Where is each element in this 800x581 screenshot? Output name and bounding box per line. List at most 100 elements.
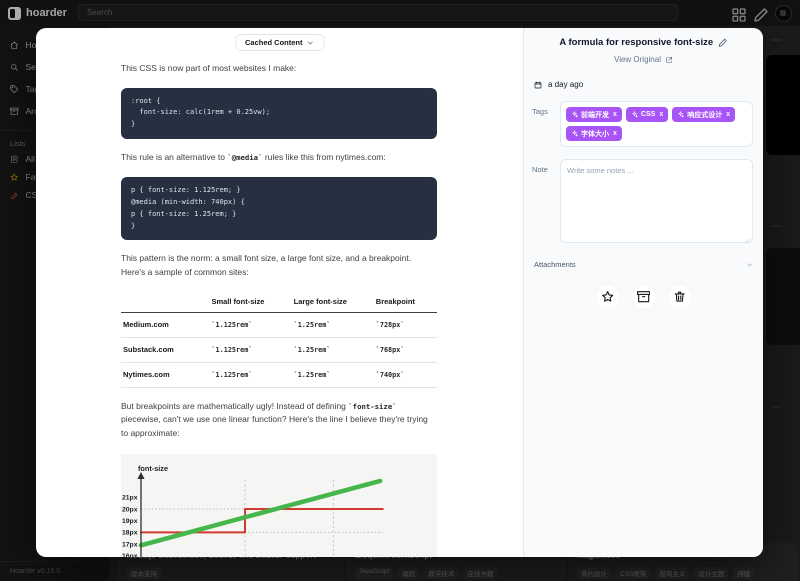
star-icon [10, 173, 19, 182]
bookmark-title: A formula for responsive font-size [559, 37, 714, 48]
card-tag[interactable]: CSS框架 [616, 567, 651, 579]
topbar-actions [731, 0, 792, 26]
app-logo[interactable]: hoarder [8, 0, 67, 26]
font-size-value: `1.25rem` [291, 337, 374, 363]
inline-code: `@media` [227, 153, 263, 163]
star-button[interactable] [595, 285, 620, 309]
inline-code: `font-size` [348, 401, 397, 411]
tag-label: 字体大小 [581, 130, 609, 138]
card-tag[interactable]: 版本支持 [127, 567, 161, 579]
bookmark-preview-modal: Cached Content This CSS is now part of m… [36, 28, 763, 557]
table-row: Nytimes.com `1.125rem` `1.25rem` `740px` [121, 362, 437, 388]
card-tag[interactable]: 简约设计 [577, 567, 611, 579]
background-card-strip: ⋯ ⋯ ⋯ [762, 26, 800, 581]
view-original-label: View Original [614, 55, 661, 64]
card-tag[interactable]: 在线书籍 [463, 567, 498, 579]
tag-pill[interactable]: 前端开发 x [566, 107, 622, 122]
card-tag[interactable]: 排版 [733, 567, 755, 579]
tag-remove-button[interactable]: x [659, 111, 664, 118]
sparkles-icon [571, 111, 578, 118]
column-header: Small font-size [209, 291, 292, 313]
card-tag[interactable]: 极简主义 [655, 567, 690, 579]
column-header: Large font-size [291, 291, 374, 313]
hoarder-logo-icon [8, 6, 21, 20]
sparkles-icon [677, 111, 685, 118]
card-menu-icon[interactable]: ⋯ [771, 402, 781, 413]
site-name: Medium.com [121, 312, 210, 338]
sidebar-item-css[interactable]: CSS [0, 186, 109, 204]
svg-text:font-size: font-size [138, 464, 168, 473]
svg-text:21px: 21px [122, 495, 138, 502]
card-tag[interactable]: 设计主题 [694, 567, 729, 579]
font-size-value: `740px` [373, 362, 437, 388]
note-input[interactable] [560, 159, 753, 243]
site-name: Substack.com [121, 337, 210, 363]
font-size-value: `1.25rem` [291, 312, 374, 338]
article-body: This CSS is now part of most websites I … [121, 62, 437, 557]
table-header-row: Small font-size Large font-size Breakpoint [121, 291, 437, 313]
inline-code: `728px` [375, 320, 405, 329]
note-label: Note [532, 165, 548, 174]
inline-code: `740px` [375, 370, 405, 379]
site-name: Nytimes.com [121, 362, 210, 388]
card-tags: JavaScript 编程 教学技术 在线书籍 [355, 567, 557, 579]
sidebar-item-label: CSS [25, 190, 43, 200]
card-image[interactable] [766, 248, 800, 345]
tag-pill[interactable]: 字体大小 x [566, 126, 622, 141]
text-run: But breakpoints are mathematically ugly!… [121, 400, 349, 411]
card-tag[interactable]: JavaScript [355, 567, 394, 579]
tag-icon [10, 85, 19, 94]
attachments-row: Attachments [534, 260, 753, 269]
home-icon [10, 41, 19, 50]
font-size-value: `1.25rem` [291, 362, 374, 388]
tag-remove-button[interactable]: x [613, 111, 617, 118]
trash-icon [673, 290, 686, 303]
inline-code: `1.25rem` [293, 345, 331, 354]
cached-content-dropdown[interactable]: Cached Content [234, 34, 325, 51]
paragraph: But breakpoints are mathematically ugly!… [121, 400, 437, 441]
card-image[interactable] [766, 55, 800, 155]
sidebar-item-label: Tags [25, 84, 44, 94]
tags-row: Tags 前端开发 x CSS x 响应式设计 x 字体大小 x [532, 101, 753, 147]
pen-icon[interactable] [753, 7, 768, 22]
card-menu-icon[interactable]: ⋯ [771, 221, 781, 232]
tags-list[interactable]: 前端开发 x CSS x 响应式设计 x 字体大小 x [560, 101, 753, 147]
chevron-down-icon [307, 39, 315, 47]
text-run: rules like this from nytimes.com: [262, 152, 386, 163]
edit-title-icon[interactable] [718, 38, 728, 48]
created-date-row: a day ago [534, 80, 763, 89]
card-tag[interactable]: 编程 [398, 567, 420, 579]
tag-pill[interactable]: 响应式设计 x [672, 107, 736, 122]
brush-icon [10, 191, 19, 200]
archive-icon [10, 107, 19, 116]
attachments-label: Attachments [534, 260, 576, 269]
resize-handle-icon[interactable] [744, 238, 750, 244]
card-menu-icon[interactable]: ⋯ [771, 35, 781, 46]
sidebar-item-tags[interactable]: Tags [0, 78, 109, 100]
sparkles-icon [571, 130, 578, 137]
inline-code: `1.125rem` [211, 345, 253, 354]
attachments-toggle-icon[interactable] [746, 261, 754, 269]
app-logo-label: hoarder [26, 7, 67, 19]
text-run: This pattern is the norm: a small font s… [121, 253, 412, 278]
code-block-media-query: p { font-size: 1.125rem; } @media (min-w… [121, 176, 437, 241]
view-original-link[interactable]: View Original [524, 55, 763, 64]
note-field-wrap [560, 159, 753, 248]
lists-section-label: Lists [10, 139, 26, 148]
font-size-value: `728px` [373, 312, 437, 338]
card-tags: 版本支持 [127, 567, 335, 579]
tag-pill[interactable]: CSS x [625, 107, 669, 122]
table-row: Substack.com `1.125rem` `1.25rem` `768px` [121, 337, 437, 363]
avatar[interactable] [775, 4, 792, 22]
bookmark-actions [524, 285, 763, 309]
tag-remove-button[interactable]: x [613, 130, 617, 137]
trash-button[interactable] [667, 285, 692, 309]
external-link-icon [665, 56, 673, 64]
card-tag[interactable]: 教学技术 [424, 567, 459, 579]
tag-remove-button[interactable]: x [726, 111, 731, 118]
archive-button[interactable] [631, 285, 656, 309]
layout-grid-icon[interactable] [731, 7, 746, 22]
cached-content-pane: Cached Content This CSS is now part of m… [36, 28, 523, 557]
search-input[interactable] [78, 4, 678, 21]
calendar-icon [534, 81, 542, 89]
